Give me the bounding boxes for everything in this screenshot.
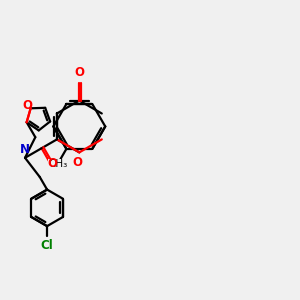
Text: O: O: [22, 99, 32, 112]
Text: CH₃: CH₃: [48, 159, 67, 169]
Text: Cl: Cl: [41, 239, 53, 252]
Text: O: O: [73, 156, 83, 169]
Text: O: O: [74, 66, 84, 79]
Text: O: O: [47, 157, 57, 170]
Text: N: N: [20, 143, 30, 156]
